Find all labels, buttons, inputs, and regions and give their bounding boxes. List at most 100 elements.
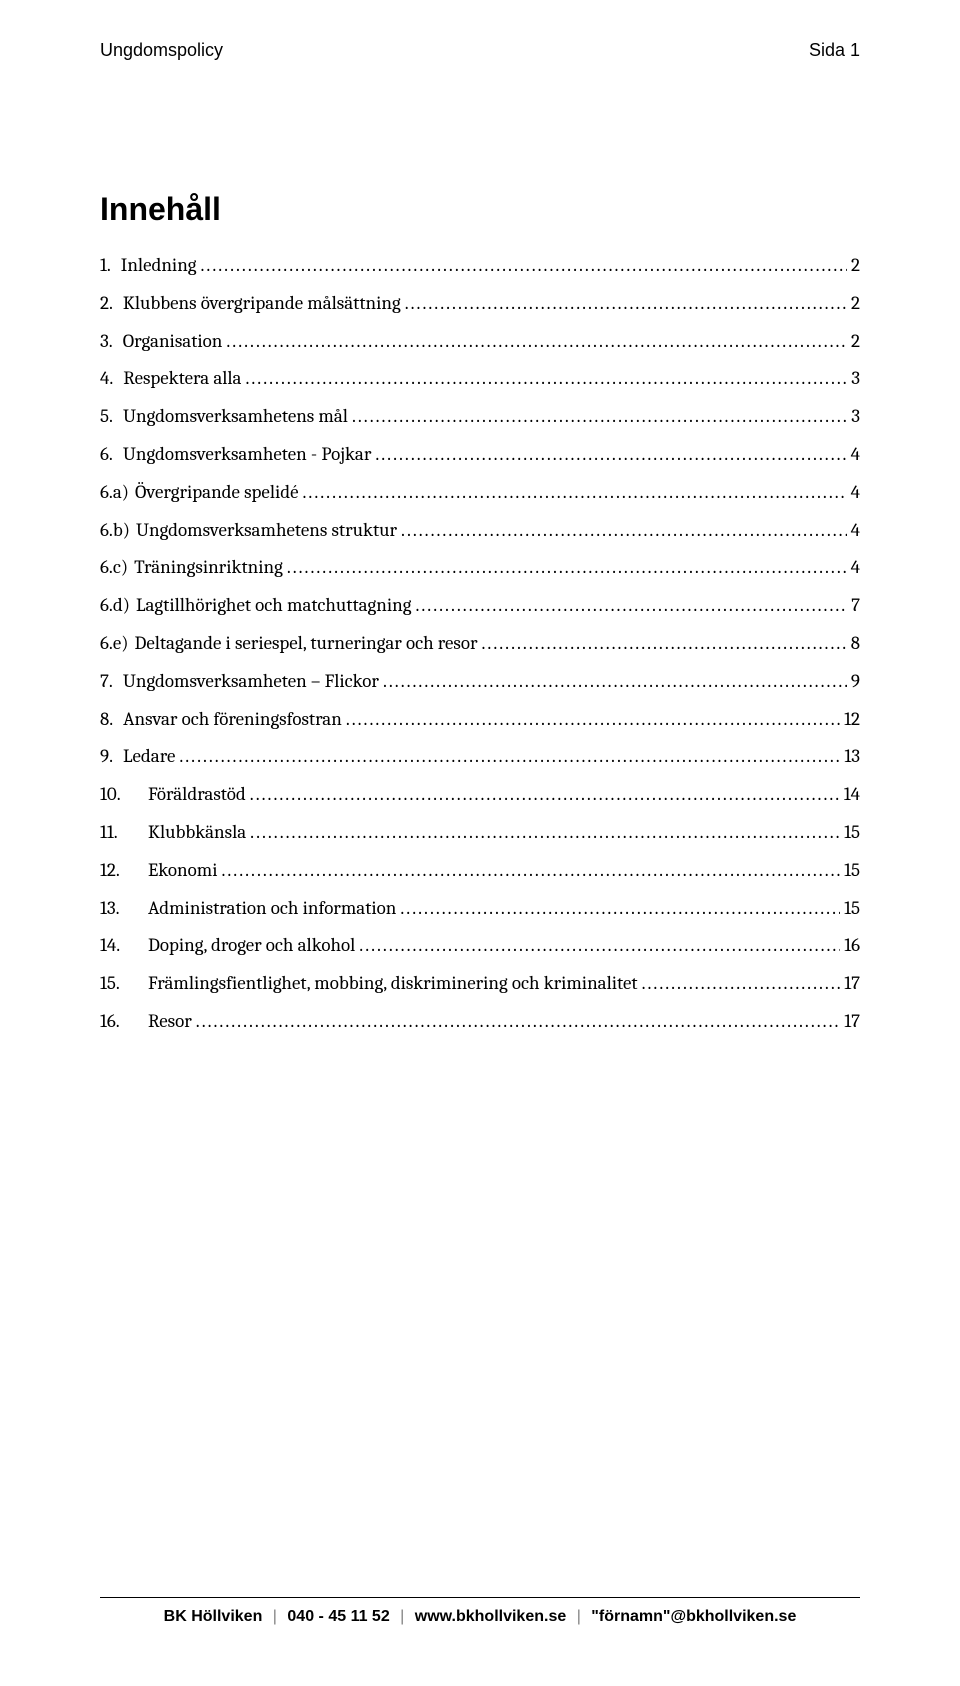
toc-number: 10. — [100, 783, 148, 806]
toc-entry[interactable]: 16.Resor17 — [100, 1010, 860, 1033]
toc-leader-dots — [299, 481, 847, 504]
toc-page-number: 2 — [847, 292, 860, 315]
toc-page-number: 15 — [840, 859, 860, 882]
toc-entry[interactable]: 13.Administration och information 15 — [100, 897, 860, 920]
toc-entry[interactable]: 6.d)Lagtillhörighet och matchuttagning7 — [100, 594, 860, 617]
toc-page-number: 7 — [847, 594, 860, 617]
toc-number: 11. — [100, 821, 148, 844]
toc-number: 12. — [100, 859, 148, 882]
toc-entry[interactable]: 10.Föräldrastöd 14 — [100, 783, 860, 806]
toc-leader-dots — [638, 972, 841, 995]
toc-number: 6.a) — [100, 481, 135, 504]
toc-number: 16. — [100, 1010, 148, 1033]
toc-number: 6.d) — [100, 594, 136, 617]
toc-leader-dots — [355, 934, 840, 957]
toc-label: Ungdomsverksamhetens struktur — [136, 519, 397, 542]
toc-entry[interactable]: 11.Klubbkänsla 15 — [100, 821, 860, 844]
toc-leader-dots — [342, 708, 840, 731]
toc-entry[interactable]: 6.c)Träningsinriktning4 — [100, 556, 860, 579]
toc-page-number: 4 — [847, 556, 860, 579]
page-footer: BK Höllviken | 040 - 45 11 52 | www.bkho… — [100, 1597, 860, 1626]
toc-entry[interactable]: 14.Doping, droger och alkohol 16 — [100, 934, 860, 957]
header-right: Sida 1 — [809, 40, 860, 61]
toc-entry[interactable]: 7.Ungdomsverksamheten – Flickor9 — [100, 670, 860, 693]
toc-leader-dots — [197, 254, 848, 277]
table-of-contents: 1.Inledning22.Klubbens övergripande måls… — [100, 254, 860, 1033]
toc-page-number: 16 — [840, 934, 860, 957]
page-title: Innehåll — [100, 191, 860, 228]
toc-label: Ungdomsverksamheten - Pojkar — [123, 443, 371, 466]
toc-entry[interactable]: 9.Ledare13 — [100, 745, 860, 768]
toc-entry[interactable]: 6.b)Ungdomsverksamhetens struktur 4 — [100, 519, 860, 542]
toc-number: 3. — [100, 330, 123, 353]
toc-label: Främlingsfientlighet, mobbing, diskrimin… — [148, 972, 638, 995]
toc-entry[interactable]: 6.a)Övergripande spelidé4 — [100, 481, 860, 504]
toc-entry[interactable]: 12.Ekonomi15 — [100, 859, 860, 882]
toc-page-number: 17 — [840, 1010, 860, 1033]
toc-number: 14. — [100, 934, 148, 957]
toc-leader-dots — [246, 821, 840, 844]
footer-text: BK Höllviken | 040 - 45 11 52 | www.bkho… — [100, 1608, 860, 1626]
toc-leader-dots — [379, 670, 847, 693]
toc-leader-dots — [478, 632, 847, 655]
toc-page-number: 13 — [840, 745, 860, 768]
toc-entry[interactable]: 15.Främlingsfientlighet, mobbing, diskri… — [100, 972, 860, 995]
toc-page-number: 3 — [847, 405, 860, 428]
toc-page-number: 14 — [840, 783, 860, 806]
toc-page-number: 4 — [847, 481, 860, 504]
toc-page-number: 15 — [840, 897, 860, 920]
document-page: Ungdomspolicy Sida 1 Innehåll 1.Inlednin… — [0, 0, 960, 1686]
toc-page-number: 8 — [847, 632, 860, 655]
toc-label: Föräldrastöd — [148, 783, 246, 806]
toc-leader-dots — [371, 443, 846, 466]
toc-number: 6. — [100, 443, 123, 466]
header-left: Ungdomspolicy — [100, 40, 223, 61]
toc-leader-dots — [175, 745, 840, 768]
toc-entry[interactable]: 6.Ungdomsverksamheten - Pojkar 4 — [100, 443, 860, 466]
toc-leader-dots — [222, 330, 847, 353]
toc-page-number: 12 — [840, 708, 860, 731]
toc-number: 6.b) — [100, 519, 136, 542]
toc-entry[interactable]: 6.e)Deltagande i seriespel, turneringar … — [100, 632, 860, 655]
toc-entry[interactable]: 3.Organisation 2 — [100, 330, 860, 353]
toc-page-number: 4 — [847, 519, 860, 542]
toc-entry[interactable]: 1.Inledning 2 — [100, 254, 860, 277]
toc-label: Doping, droger och alkohol — [148, 934, 355, 957]
toc-number: 15. — [100, 972, 148, 995]
toc-page-number: 4 — [847, 443, 860, 466]
toc-leader-dots — [246, 783, 840, 806]
toc-page-number: 15 — [840, 821, 860, 844]
toc-label: Organisation — [123, 330, 223, 353]
toc-number: 4. — [100, 367, 123, 390]
toc-leader-dots — [348, 405, 847, 428]
toc-leader-dots — [241, 367, 847, 390]
toc-number: 8. — [100, 708, 123, 731]
toc-label: Ungdomsverksamheten – Flickor — [123, 670, 379, 693]
toc-label: Klubbens övergripande målsättning — [123, 292, 401, 315]
toc-label: Ungdomsverksamhetens mål — [123, 405, 348, 428]
toc-entry[interactable]: 4.Respektera alla 3 — [100, 367, 860, 390]
footer-phone: 040 - 45 11 52 — [287, 1608, 389, 1625]
toc-entry[interactable]: 8.Ansvar och föreningsfostran 12 — [100, 708, 860, 731]
toc-label: Respektera alla — [123, 367, 241, 390]
toc-leader-dots — [411, 594, 847, 617]
toc-entry[interactable]: 2.Klubbens övergripande målsättning2 — [100, 292, 860, 315]
toc-entry[interactable]: 5.Ungdomsverksamhetens mål3 — [100, 405, 860, 428]
toc-label: Administration och information — [148, 897, 396, 920]
toc-leader-dots — [217, 859, 840, 882]
footer-divider — [100, 1597, 860, 1598]
toc-leader-dots — [401, 292, 847, 315]
footer-email: "förnamn"@bkhollviken.se — [591, 1608, 796, 1625]
toc-number: 1. — [100, 254, 121, 277]
toc-page-number: 2 — [847, 330, 860, 353]
toc-label: Ansvar och föreningsfostran — [123, 708, 342, 731]
toc-number: 13. — [100, 897, 148, 920]
footer-separator: | — [394, 1608, 410, 1625]
toc-page-number: 3 — [847, 367, 860, 390]
toc-label: Inledning — [121, 254, 197, 277]
toc-label: Klubbkänsla — [148, 821, 246, 844]
footer-org: BK Höllviken — [164, 1608, 263, 1625]
toc-page-number: 2 — [847, 254, 860, 277]
toc-label: Ledare — [123, 745, 175, 768]
toc-page-number: 9 — [847, 670, 860, 693]
